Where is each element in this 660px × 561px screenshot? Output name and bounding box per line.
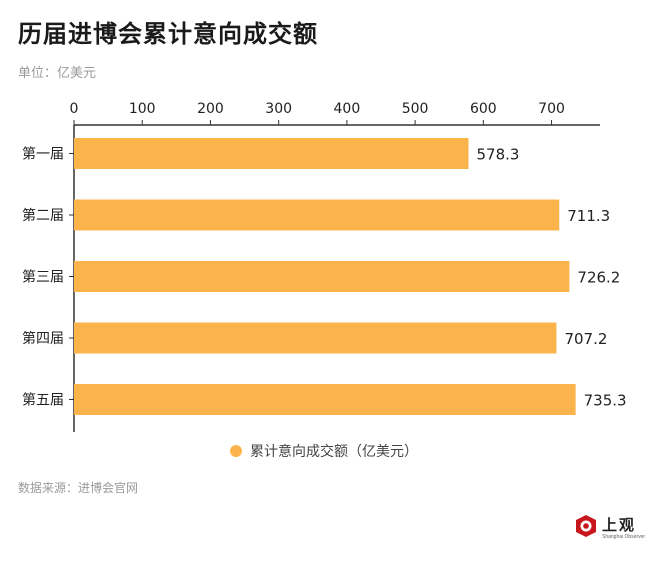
x-tick-label: 100 <box>129 101 156 117</box>
x-tick-label: 0 <box>70 101 79 117</box>
chart-title: 历届进博会累计意向成交额 <box>18 20 318 48</box>
category-label: 第五届 <box>22 392 64 409</box>
legend-label: 累计意向成交额（亿美元） <box>250 443 418 460</box>
shanghai-observer-logo-icon <box>576 515 596 537</box>
x-tick-label: 600 <box>470 101 497 117</box>
brand-subtitle: Shanghai Observer <box>602 534 646 540</box>
category-label: 第三届 <box>22 269 64 286</box>
category-label: 第一届 <box>22 146 64 163</box>
bar <box>74 199 560 231</box>
data-label: 726.2 <box>577 269 620 287</box>
x-tick-label: 300 <box>265 101 292 117</box>
x-tick-label: 500 <box>402 101 429 117</box>
bar-chart: 0 100 200 300 400 500 600 700 第一届 578.3 第二届 711.3 第三… <box>22 101 627 460</box>
category-label: 第四届 <box>22 330 64 347</box>
source-note: 数据来源：进博会官网 <box>18 481 139 495</box>
x-tick-label: 200 <box>197 101 224 117</box>
brand-logo-block: 上观 Shanghai Observer <box>574 512 654 546</box>
data-label: 578.3 <box>477 146 520 164</box>
bar <box>74 138 469 169</box>
category-label: 第二届 <box>22 207 64 224</box>
brand-name: 上观 <box>602 516 637 534</box>
x-tick-label: 700 <box>538 101 565 117</box>
data-label: 735.3 <box>584 392 627 410</box>
data-label: 711.3 <box>567 207 610 225</box>
x-tick-label: 400 <box>334 101 361 117</box>
unit-label: 单位：亿美元 <box>18 66 97 81</box>
data-label: 707.2 <box>564 330 607 348</box>
bar <box>74 384 576 415</box>
legend-swatch <box>230 445 242 457</box>
bar <box>74 261 570 292</box>
bar <box>74 322 557 354</box>
